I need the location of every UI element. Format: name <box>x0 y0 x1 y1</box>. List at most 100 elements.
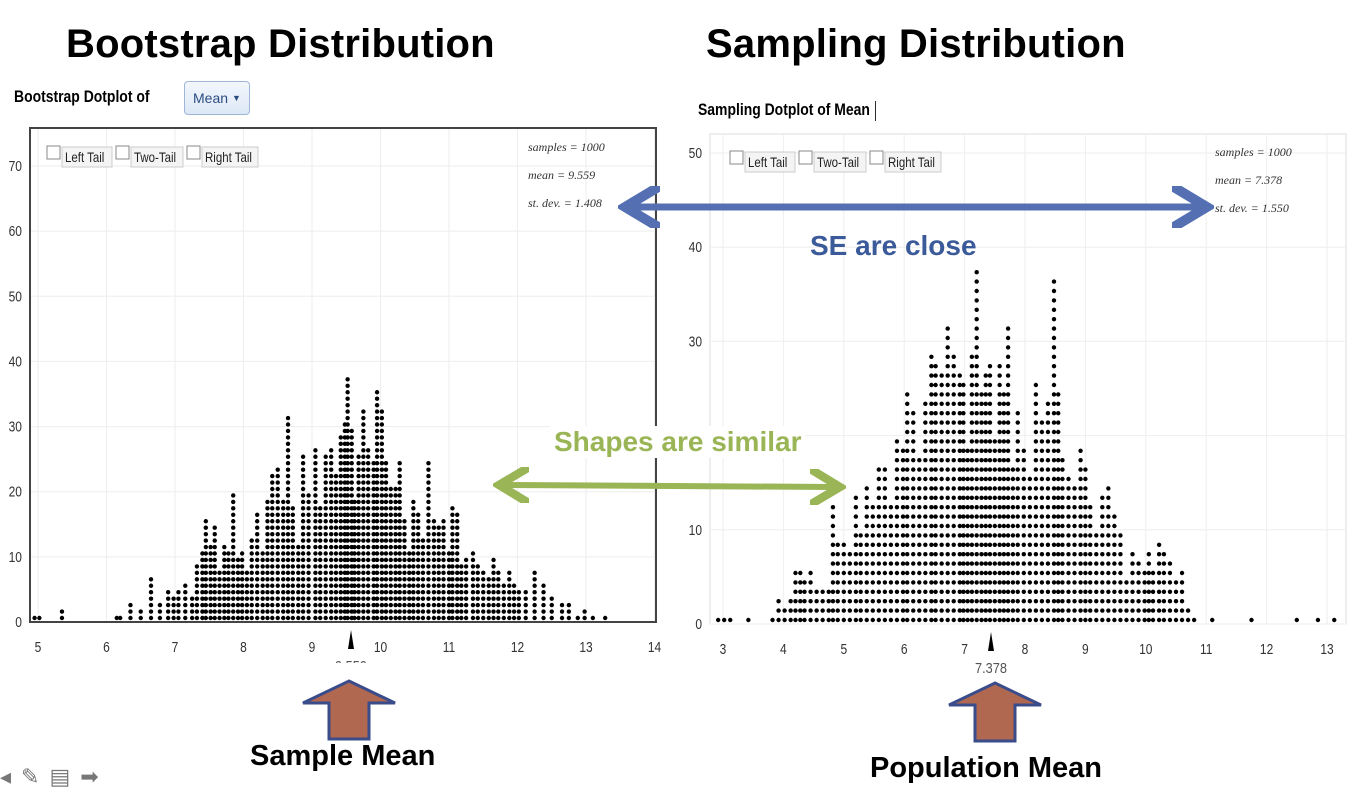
data-dot <box>426 602 431 608</box>
data-dot <box>138 609 143 614</box>
data-dot <box>1010 552 1016 557</box>
data-dot <box>285 583 291 588</box>
data-dot <box>1083 580 1088 585</box>
data-dot <box>894 608 900 613</box>
data-dot <box>1051 373 1057 378</box>
data-dot <box>974 561 979 566</box>
back-arrow-icon[interactable]: ◂ <box>0 764 12 789</box>
data-dot <box>793 608 798 613</box>
forward-arrow-icon[interactable]: ➡ <box>80 764 99 789</box>
data-dot <box>388 564 393 569</box>
data-dot <box>1083 514 1088 519</box>
data-dot <box>379 590 385 595</box>
data-dot <box>987 439 993 444</box>
data-dot <box>992 533 997 538</box>
tail-checkbox-two-tail[interactable]: Two-Tail <box>798 150 867 173</box>
data-dot <box>194 602 200 608</box>
data-dot <box>1078 458 1083 463</box>
data-dot <box>876 617 882 623</box>
data-dot <box>507 590 512 595</box>
population-mean-label: Population Mean <box>870 752 1102 784</box>
data-dot <box>281 590 286 595</box>
data-dot <box>835 561 840 566</box>
data-dot <box>300 525 306 530</box>
data-dot <box>961 420 966 425</box>
data-dot <box>383 480 389 485</box>
data-dot <box>300 506 306 511</box>
data-dot <box>1150 608 1156 613</box>
data-dot <box>1033 429 1039 435</box>
data-dot <box>379 512 385 517</box>
data-dot <box>275 602 280 608</box>
data-dot <box>835 542 840 547</box>
data-dot <box>788 599 793 604</box>
data-dot <box>361 499 366 505</box>
data-dot <box>933 542 938 547</box>
tail-checkbox-two-tail[interactable]: Two-Tail <box>115 145 184 168</box>
data-dot <box>260 596 265 601</box>
data-dot <box>352 525 357 530</box>
data-dot <box>290 570 296 576</box>
checkbox-box <box>798 150 813 165</box>
menu-icon[interactable]: ▤ <box>49 764 71 789</box>
tail-checkbox-left-tail[interactable]: Left Tail <box>46 145 113 168</box>
data-dot <box>969 476 975 482</box>
data-dot <box>974 335 979 341</box>
data-dot <box>463 602 469 608</box>
data-dot <box>501 596 506 601</box>
data-dot <box>1056 476 1061 482</box>
data-dot <box>393 583 398 588</box>
data-dot <box>992 599 997 604</box>
data-dot <box>1167 589 1173 594</box>
data-dot <box>255 512 260 517</box>
data-dot <box>371 544 376 550</box>
data-dot <box>239 583 245 588</box>
statistic-select[interactable]: Mean ▼ <box>184 81 250 115</box>
data-dot <box>1088 523 1093 529</box>
data-dot <box>361 519 366 524</box>
tail-checkbox-right-tail[interactable]: Right Tail <box>869 150 942 173</box>
tail-checkbox-right-tail[interactable]: Right Tail <box>186 145 259 168</box>
data-dot <box>379 564 385 569</box>
data-dot <box>371 596 376 601</box>
data-dot <box>974 448 979 453</box>
data-dot <box>431 602 437 608</box>
data-dot <box>281 525 286 530</box>
data-dot <box>1167 570 1173 576</box>
data-dot <box>356 531 361 537</box>
data-dot <box>356 615 361 621</box>
data-dot <box>328 473 334 479</box>
data-dot <box>270 570 275 576</box>
data-dot <box>917 580 922 585</box>
data-dot <box>1156 608 1162 613</box>
data-dot <box>426 564 431 569</box>
pen-icon[interactable]: ✎ <box>21 764 40 789</box>
data-dot <box>300 531 306 537</box>
data-dot <box>951 589 956 594</box>
data-dot <box>374 590 380 595</box>
data-dot <box>933 580 938 585</box>
data-dot <box>183 583 188 588</box>
data-dot <box>951 505 956 510</box>
data-dot <box>349 493 354 498</box>
data-dot <box>957 599 962 604</box>
data-dot <box>1056 542 1061 547</box>
data-dot <box>900 599 906 604</box>
data-dot <box>992 467 997 472</box>
data-dot <box>939 411 944 416</box>
data-dot <box>208 577 213 582</box>
data-dot <box>961 458 966 463</box>
data-dot <box>997 542 1002 547</box>
data-dot <box>338 454 343 459</box>
data-dot <box>1088 505 1093 510</box>
data-dot <box>992 542 997 547</box>
data-dot <box>200 609 205 614</box>
tail-checkbox-left-tail[interactable]: Left Tail <box>729 150 796 173</box>
y-tick-label: 50 <box>9 288 23 305</box>
data-dot <box>270 525 275 530</box>
data-dot <box>371 480 376 485</box>
data-dot <box>979 608 984 613</box>
data-dot <box>426 596 431 601</box>
data-dot <box>1142 589 1147 594</box>
data-dot <box>365 461 371 466</box>
